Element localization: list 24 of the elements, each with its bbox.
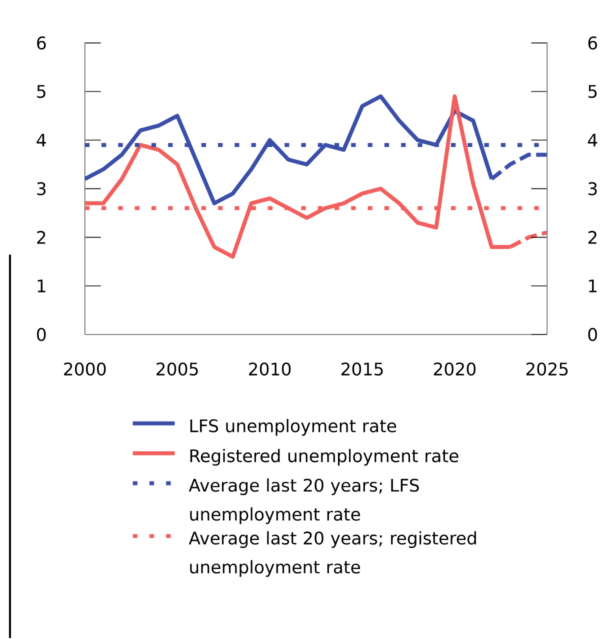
y2-tick-label: 4 (588, 134, 598, 146)
x-tick-label: 2025 (526, 362, 568, 376)
y2-tick-label: 2 (588, 230, 596, 244)
y2-tick-label: 0 (588, 328, 597, 342)
x-tick-label: 2020 (434, 362, 476, 376)
y-tick-label: 1 (38, 280, 46, 292)
y-tick-label: 0 (37, 328, 46, 342)
y2-tick-label: 1 (589, 280, 597, 292)
legend-label: Average last 20 years; registered unemployment rate (188, 531, 476, 577)
y2-tick-label: 6 (588, 36, 598, 50)
x-tick-label: 2005 (156, 362, 198, 376)
legend-label: Registered unemployment rate (190, 448, 458, 466)
legend-label: Average last 20 years; LFS unemployment rate (188, 478, 419, 524)
y-tick-label: 2 (37, 230, 46, 244)
y-tick-label: 4 (36, 134, 46, 146)
y-tick-label: 6 (37, 36, 46, 50)
legend-label: LFS unemployment rate (190, 418, 396, 436)
x-tick-label: 2010 (249, 362, 291, 376)
y-tick-label: 5 (37, 85, 46, 98)
y-tick-label: 3 (37, 182, 46, 196)
y2-tick-label: 5 (588, 85, 597, 98)
x-tick-label: 2000 (64, 362, 106, 376)
x-tick-label: 2015 (341, 362, 383, 376)
y2-tick-label: 3 (588, 182, 597, 196)
